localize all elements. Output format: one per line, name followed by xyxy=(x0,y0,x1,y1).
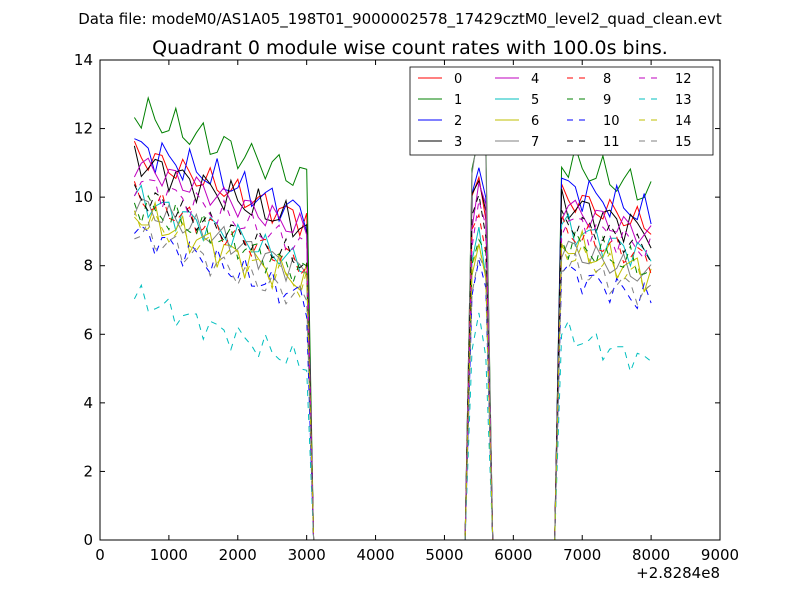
x-tick-label: 7000 xyxy=(563,546,601,564)
y-tick-label: 8 xyxy=(83,257,93,275)
legend-label-4: 4 xyxy=(531,72,539,87)
plot-frame xyxy=(99,59,721,541)
y-tick-label: 14 xyxy=(74,51,93,69)
y-tick-label: 10 xyxy=(74,188,93,206)
x-tick-label: 5000 xyxy=(425,546,463,564)
x-tick-label: 8000 xyxy=(632,546,670,564)
ticks-layer: 0 1000 2000 3000 4000 5000 6000 7000 8000 9000 0 2 4… xyxy=(74,51,739,564)
series-line-11 xyxy=(133,184,652,541)
legend-label-0: 0 xyxy=(454,72,462,87)
legend-label-8: 8 xyxy=(603,72,611,87)
series-line-13 xyxy=(133,283,652,541)
y-tick-label: 12 xyxy=(74,120,93,138)
legend-label-10: 10 xyxy=(603,114,620,129)
legend-label-15: 15 xyxy=(675,135,692,150)
x-tick-label: 9000 xyxy=(701,546,739,564)
x-tick-label: 2000 xyxy=(219,546,257,564)
legend-label-1: 1 xyxy=(454,93,462,108)
lines-layer xyxy=(133,95,652,541)
y-tick-label: 4 xyxy=(83,394,93,412)
legend-label-11: 11 xyxy=(603,135,620,150)
legend-label-2: 2 xyxy=(454,114,462,129)
legend-label-13: 13 xyxy=(675,93,692,108)
series-line-1 xyxy=(133,95,652,541)
x-tick-label: 4000 xyxy=(356,546,394,564)
legend-label-9: 9 xyxy=(603,93,611,108)
y-tick-label: 0 xyxy=(83,531,93,549)
x-tick-label: 3000 xyxy=(288,546,326,564)
series-line-8 xyxy=(133,181,652,541)
legend-label-14: 14 xyxy=(675,114,692,129)
series-line-0 xyxy=(133,141,652,541)
y-tick-label: 6 xyxy=(83,325,93,343)
legend-label-3: 3 xyxy=(454,135,462,150)
x-tick-label: 1000 xyxy=(150,546,188,564)
x-tick-label: 0 xyxy=(95,546,105,564)
y-tick-label: 2 xyxy=(83,462,93,480)
legend-label-12: 12 xyxy=(675,72,692,87)
legend-label-6: 6 xyxy=(531,114,539,129)
figure-suptitle: Data file: modeM0/AS1A05_198T01_90000025… xyxy=(78,10,722,29)
legend-frame xyxy=(409,66,714,156)
x-offset-label: +2.8284e8 xyxy=(636,564,720,582)
legend-label-7: 7 xyxy=(531,135,539,150)
series-line-4 xyxy=(133,157,652,541)
legend-label-5: 5 xyxy=(531,93,539,108)
chart-title: Quadrant 0 module wise count rates with … xyxy=(152,37,668,59)
series-line-10 xyxy=(134,225,652,541)
x-tick-label: 6000 xyxy=(494,546,532,564)
